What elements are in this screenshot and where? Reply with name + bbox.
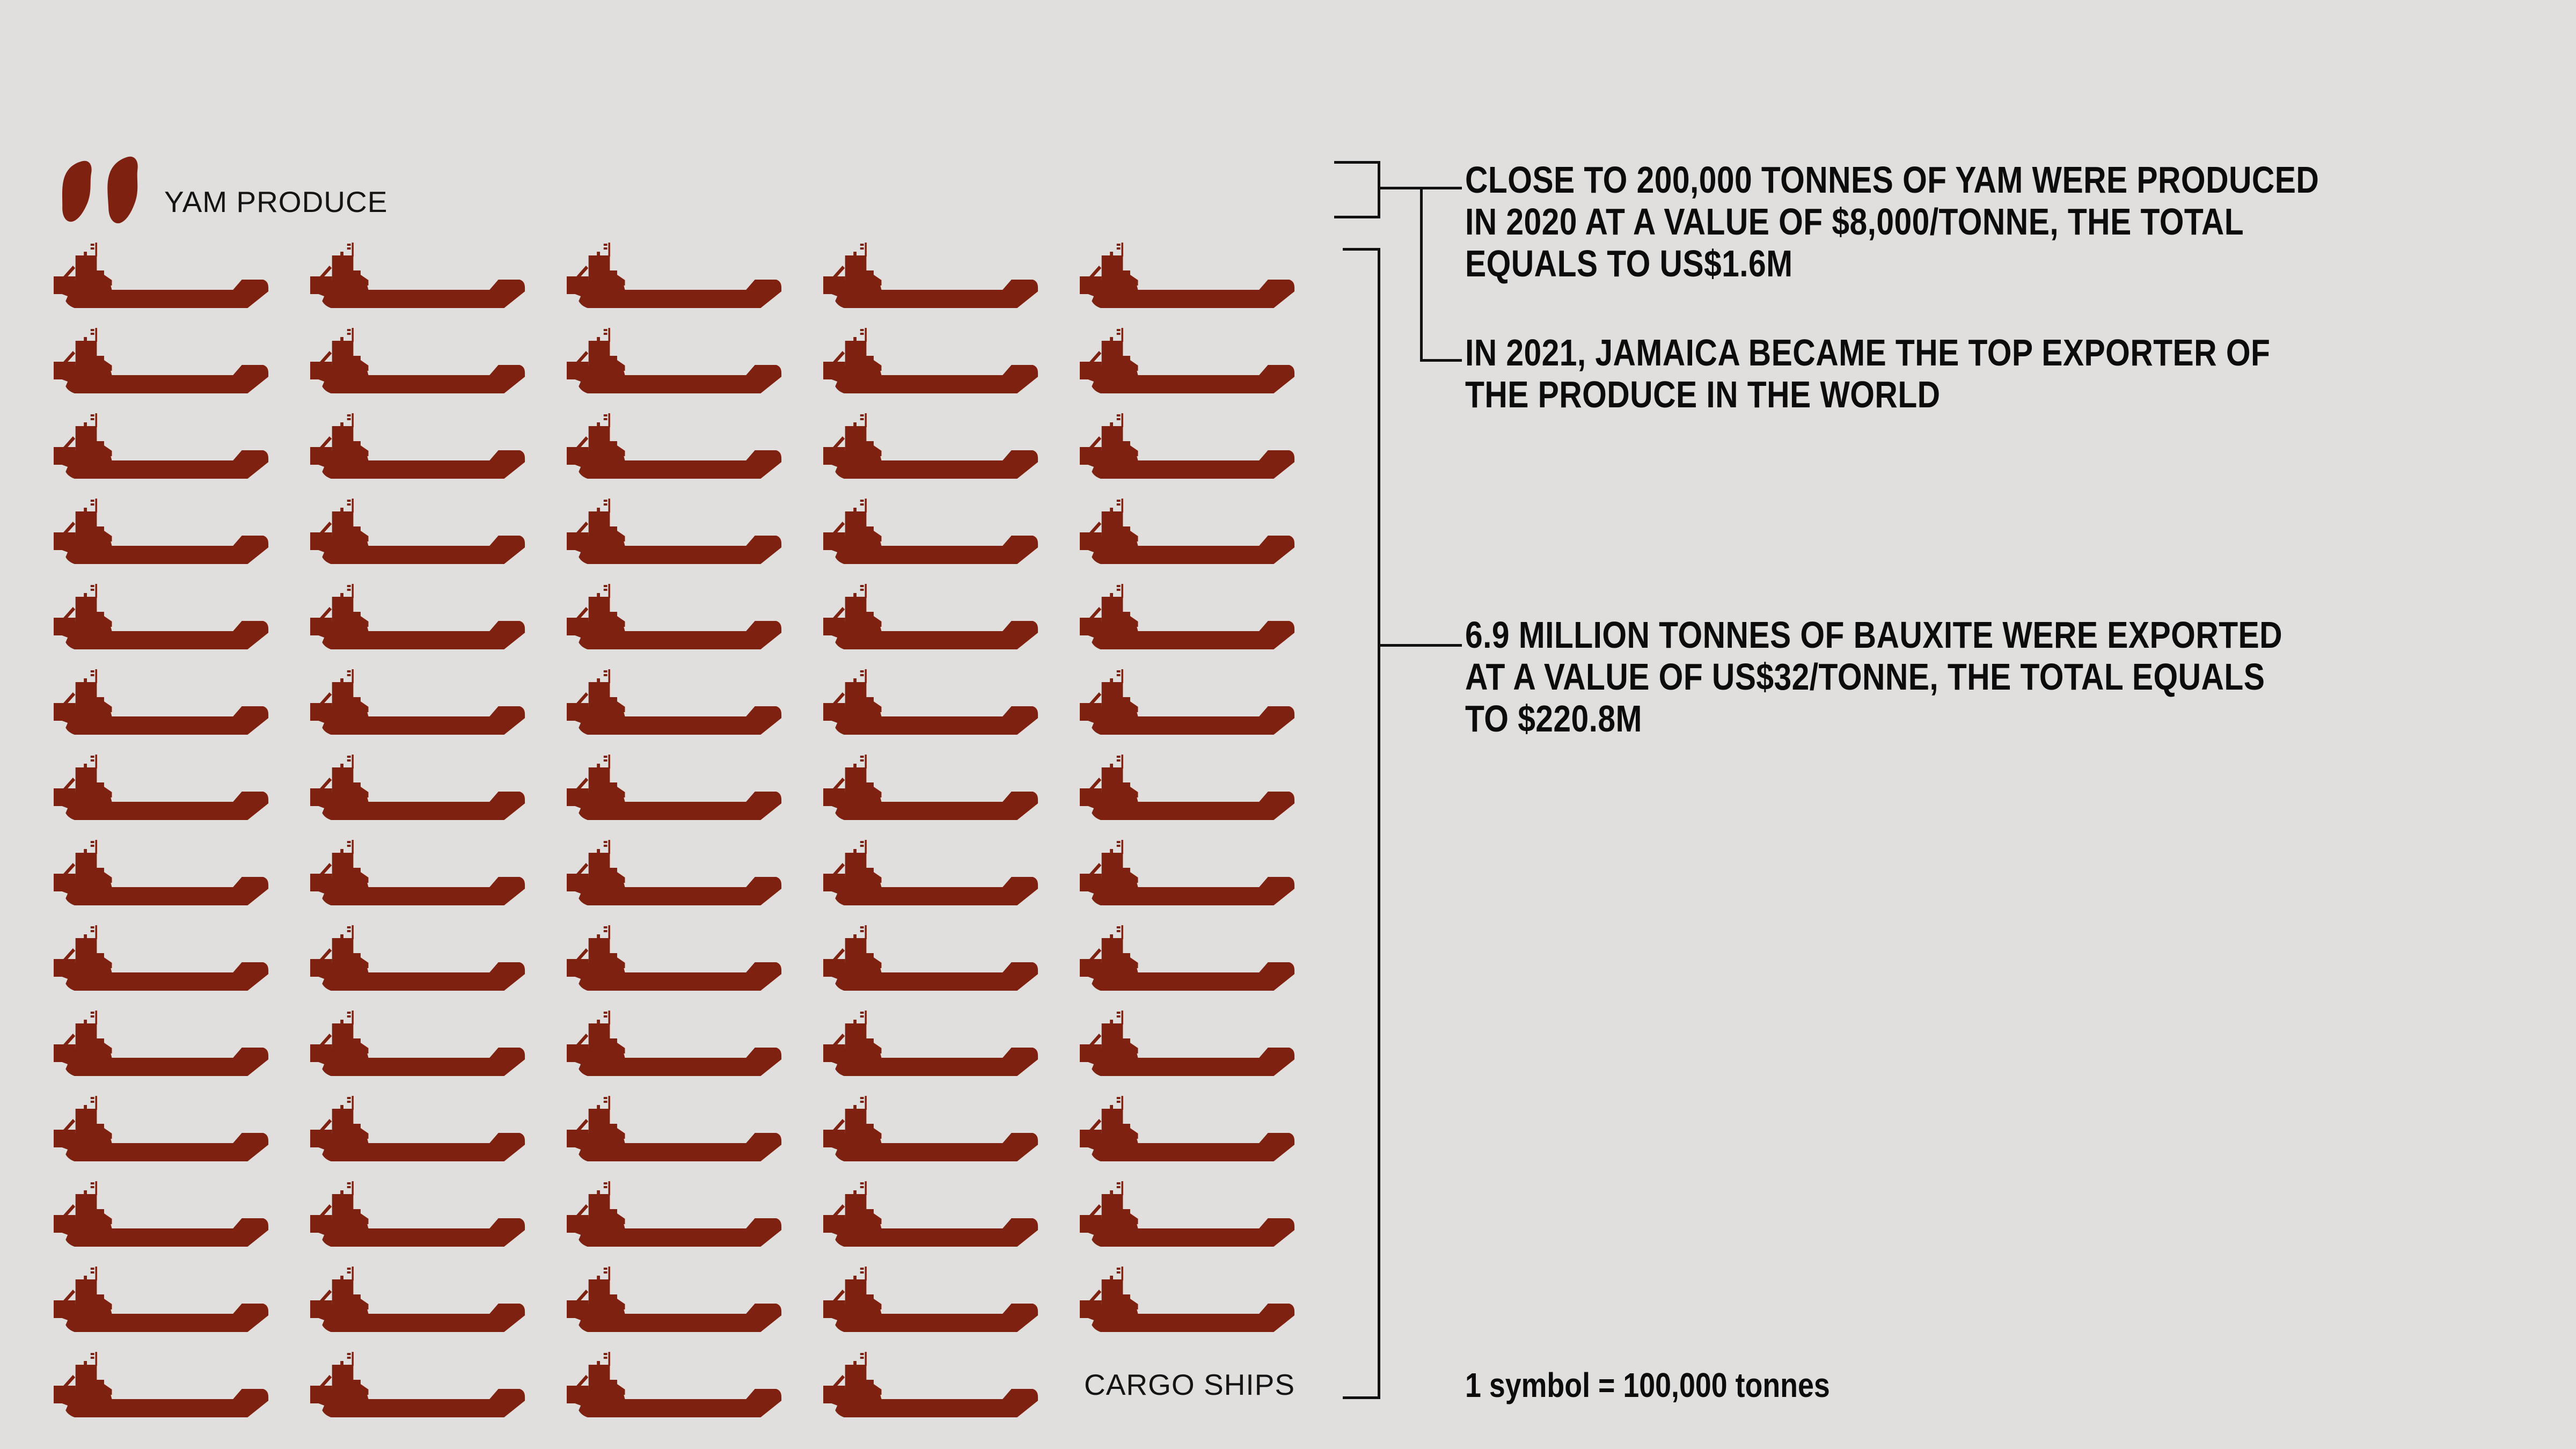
cargo-ship-icon: [823, 413, 1039, 481]
cargo-ship-icon: [823, 1096, 1039, 1163]
cargo-ship-icon: [1080, 328, 1296, 396]
annotation-line: TO $220.8M: [1465, 698, 1642, 740]
cargo-ship-icon: [54, 755, 269, 822]
cargo-ship-icon: [54, 1352, 269, 1419]
cargo-ship-icon: [54, 840, 269, 908]
cargo-ship-icon: [1080, 840, 1296, 908]
cargo-ship-icon: [823, 755, 1039, 822]
cargo-ship-icon: [310, 1352, 526, 1419]
cargo-ship-icon: [567, 1181, 782, 1249]
cargo-ship-icon: [567, 328, 782, 396]
cargo-ship-icon: [54, 328, 269, 396]
cargo-ship-icon: [567, 925, 782, 993]
cargo-ship-icon: [54, 1181, 269, 1249]
annotation-line: IN 2020 AT A VALUE OF $8,000/TONNE, THE …: [1465, 201, 2244, 243]
annotation-bauxite: 6.9 MILLION TONNES OF BAUXITE WERE EXPOR…: [1465, 614, 2282, 740]
cargo-ship-icon: [567, 1352, 782, 1419]
cargo-ship-icon: [54, 243, 269, 310]
cargo-ship-icon: [310, 669, 526, 737]
ship-bracket-top-tick: [1343, 248, 1380, 251]
annotation-line: 6.9 MILLION TONNES OF BAUXITE WERE EXPOR…: [1465, 614, 2283, 656]
ship-bracket-bottom-tick: [1343, 1396, 1380, 1399]
cargo-ship-icon: [823, 1352, 1039, 1419]
cargo-ship-icon: [1080, 1181, 1296, 1249]
cargo-ship-icon: [54, 1267, 269, 1334]
cargo-ship-icon: [310, 925, 526, 993]
cargo-ship-icon: [567, 840, 782, 908]
cargo-ship-icon: [54, 925, 269, 993]
cargo-ship-icon: [310, 499, 526, 566]
exporter-note-branch: [1420, 187, 1423, 362]
bauxite-note-connector: [1378, 644, 1462, 647]
cargo-ship-icon: [310, 1011, 526, 1078]
cargo-ship-icon: [310, 243, 526, 310]
cargo-ship-icon: [823, 1267, 1039, 1334]
cargo-ship-icon: [310, 413, 526, 481]
cargo-ship-icon: [54, 584, 269, 652]
annotation-yam-2020: CLOSE TO 200,000 TONNES OF YAM WERE PROD…: [1465, 159, 2319, 284]
ship-bracket-vertical: [1378, 248, 1380, 1399]
cargo-ship-icon: [1080, 1096, 1296, 1163]
cargo-ship-icon: [54, 1011, 269, 1078]
cargo-ship-icon: [567, 669, 782, 737]
annotation-yam-2021: IN 2021, JAMAICA BECAME THE TOP EXPORTER…: [1465, 332, 2270, 415]
annotation-line: CLOSE TO 200,000 TONNES OF YAM WERE PROD…: [1465, 159, 2319, 201]
cargo-ship-icon: [1080, 499, 1296, 566]
cargo-ship-icon: [1080, 669, 1296, 737]
cargo-ship-icon: [823, 328, 1039, 396]
yam-icon: [58, 158, 106, 224]
cargo-ship-icon: [567, 499, 782, 566]
yam-note-connector: [1378, 187, 1462, 189]
cargo-ship-icon: [567, 413, 782, 481]
exporter-note-connector: [1420, 359, 1462, 362]
annotation-line: AT A VALUE OF US$32/TONNE, THE TOTAL EQU…: [1465, 656, 2265, 698]
annotation-line: THE PRODUCE IN THE WORLD: [1465, 374, 1941, 415]
cargo-ship-icon: [310, 1181, 526, 1249]
cargo-ship-icon: [1080, 584, 1296, 652]
cargo-ship-icon: [567, 243, 782, 310]
cargo-ship-icon: [823, 669, 1039, 737]
cargo-ship-icon: [310, 840, 526, 908]
cargo-ship-icon: [54, 669, 269, 737]
cargo-ship-icon: [1080, 1267, 1296, 1334]
cargo-ship-icon: [310, 1096, 526, 1163]
yam-bracket-top-tick: [1334, 161, 1380, 164]
yam-produce-label: YAM PRODUCE: [164, 185, 388, 218]
cargo-ship-icon: [823, 243, 1039, 310]
cargo-ship-icon: [567, 1096, 782, 1163]
yam-icon: [105, 155, 153, 225]
cargo-ship-icon: [310, 584, 526, 652]
cargo-ship-icon: [1080, 243, 1296, 310]
cargo-ship-icon: [823, 499, 1039, 566]
cargo-ship-icon: [823, 584, 1039, 652]
annotation-line: IN 2021, JAMAICA BECAME THE TOP EXPORTER…: [1465, 332, 2271, 374]
cargo-ship-icon: [310, 328, 526, 396]
cargo-ship-icon: [567, 584, 782, 652]
cargo-ship-icon: [567, 1267, 782, 1334]
cargo-ship-icon: [567, 1011, 782, 1078]
yam-bracket-bottom-tick: [1334, 216, 1380, 218]
legend-text: 1 symbol = 100,000 tonnes: [1465, 1366, 1830, 1404]
annotation-line: EQUALS TO US$1.6M: [1465, 243, 1793, 284]
cargo-ship-icon: [1080, 925, 1296, 993]
ship-grid: [54, 243, 1352, 1434]
cargo-ship-icon: [310, 1267, 526, 1334]
cargo-ships-label: CARGO SHIPS: [1084, 1368, 1296, 1401]
cargo-ship-icon: [1080, 1011, 1296, 1078]
cargo-ship-icon: [310, 755, 526, 822]
cargo-ship-icon: [823, 1181, 1039, 1249]
cargo-ship-icon: [54, 499, 269, 566]
cargo-ship-icon: [1080, 413, 1296, 481]
cargo-ship-icon: [823, 925, 1039, 993]
cargo-ship-icon: [567, 755, 782, 822]
cargo-ship-icon: [823, 1011, 1039, 1078]
cargo-ship-icon: [1080, 755, 1296, 822]
cargo-ship-icon: [54, 413, 269, 481]
cargo-ship-icon: [54, 1096, 269, 1163]
cargo-ship-icon: [823, 840, 1039, 908]
yam-bracket-vertical: [1378, 161, 1380, 218]
